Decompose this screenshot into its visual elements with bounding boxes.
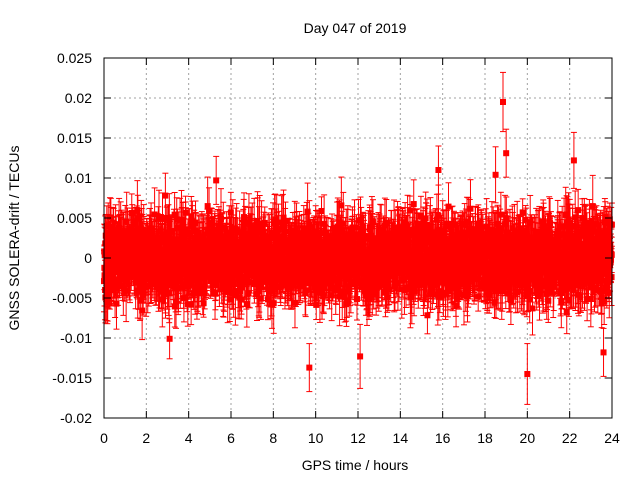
point-marker [139,307,146,314]
point-marker [174,266,181,273]
point-marker [188,213,195,220]
point-marker [189,218,196,225]
point-marker [103,223,110,230]
point-marker [195,290,202,297]
point-marker [116,224,123,231]
point-marker [171,211,178,218]
point-marker [159,215,166,222]
point-marker [103,245,110,252]
point-marker [200,300,207,307]
point-marker [243,301,250,308]
point-marker [186,239,193,246]
point-marker [166,289,173,296]
point-marker [147,278,154,285]
point-marker [140,233,147,240]
point-marker [188,301,195,308]
point-marker [132,246,139,253]
point-marker [174,224,181,231]
point-marker [131,267,138,274]
point-marker [159,296,166,303]
point-marker [184,301,191,308]
point-marker [103,295,110,302]
point-marker [110,271,117,278]
point-marker [123,218,130,225]
point-marker [180,295,187,302]
data-points [101,71,615,405]
point-marker [151,211,158,218]
point-marker [169,228,176,235]
point-marker [184,282,191,289]
point-marker [171,303,178,310]
point-marker [173,216,180,223]
point-marker [113,300,120,307]
point-marker [102,232,109,239]
point-marker [172,239,179,246]
point-marker [104,281,111,288]
point-marker [165,215,172,222]
point-marker [115,283,122,290]
point-marker [161,277,168,284]
point-marker [112,267,119,274]
point-marker [137,280,144,287]
point-marker [270,300,277,307]
